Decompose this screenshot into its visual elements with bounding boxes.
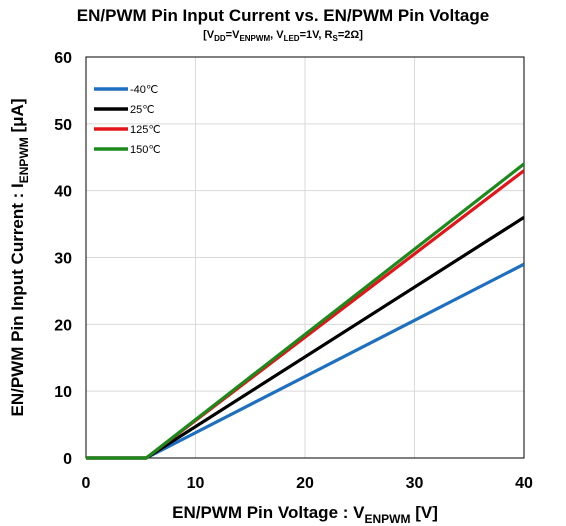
legend-label-3: 150℃ [130, 144, 161, 156]
legend-label-0: -40℃ [130, 84, 158, 96]
x-tick-label: 10 [187, 475, 205, 492]
chart-subtitle: [VDD=VENPWM, VLED=1V, RS=2Ω] [203, 29, 363, 44]
series-line-3 [86, 162, 524, 460]
x-tick-label: 40 [515, 475, 533, 492]
legend-label-2: 125℃ [130, 124, 161, 136]
y-tick-label: 50 [54, 117, 72, 134]
y-axis-label: EN/PWM Pin Input Current : IENPWM [μA] [8, 99, 31, 417]
y-tick-label: 10 [54, 384, 72, 401]
x-tick-label: 30 [406, 475, 424, 492]
x-tick-label: 0 [82, 475, 91, 492]
y-tick-label: 60 [54, 50, 72, 67]
plot-frame [85, 56, 525, 459]
y-tick-label: 30 [54, 251, 72, 268]
x-axis-label: EN/PWM Pin Voltage : VENPWM [V] [172, 503, 438, 526]
y-tick-label: 40 [54, 184, 72, 201]
y-tick-label: 0 [63, 451, 72, 468]
chart-title: EN/PWM Pin Input Current vs. EN/PWM Pin … [76, 6, 490, 25]
x-tick-label: 20 [296, 475, 314, 492]
legend-label-1: 25℃ [130, 104, 155, 116]
y-tick-label: 20 [54, 317, 72, 334]
